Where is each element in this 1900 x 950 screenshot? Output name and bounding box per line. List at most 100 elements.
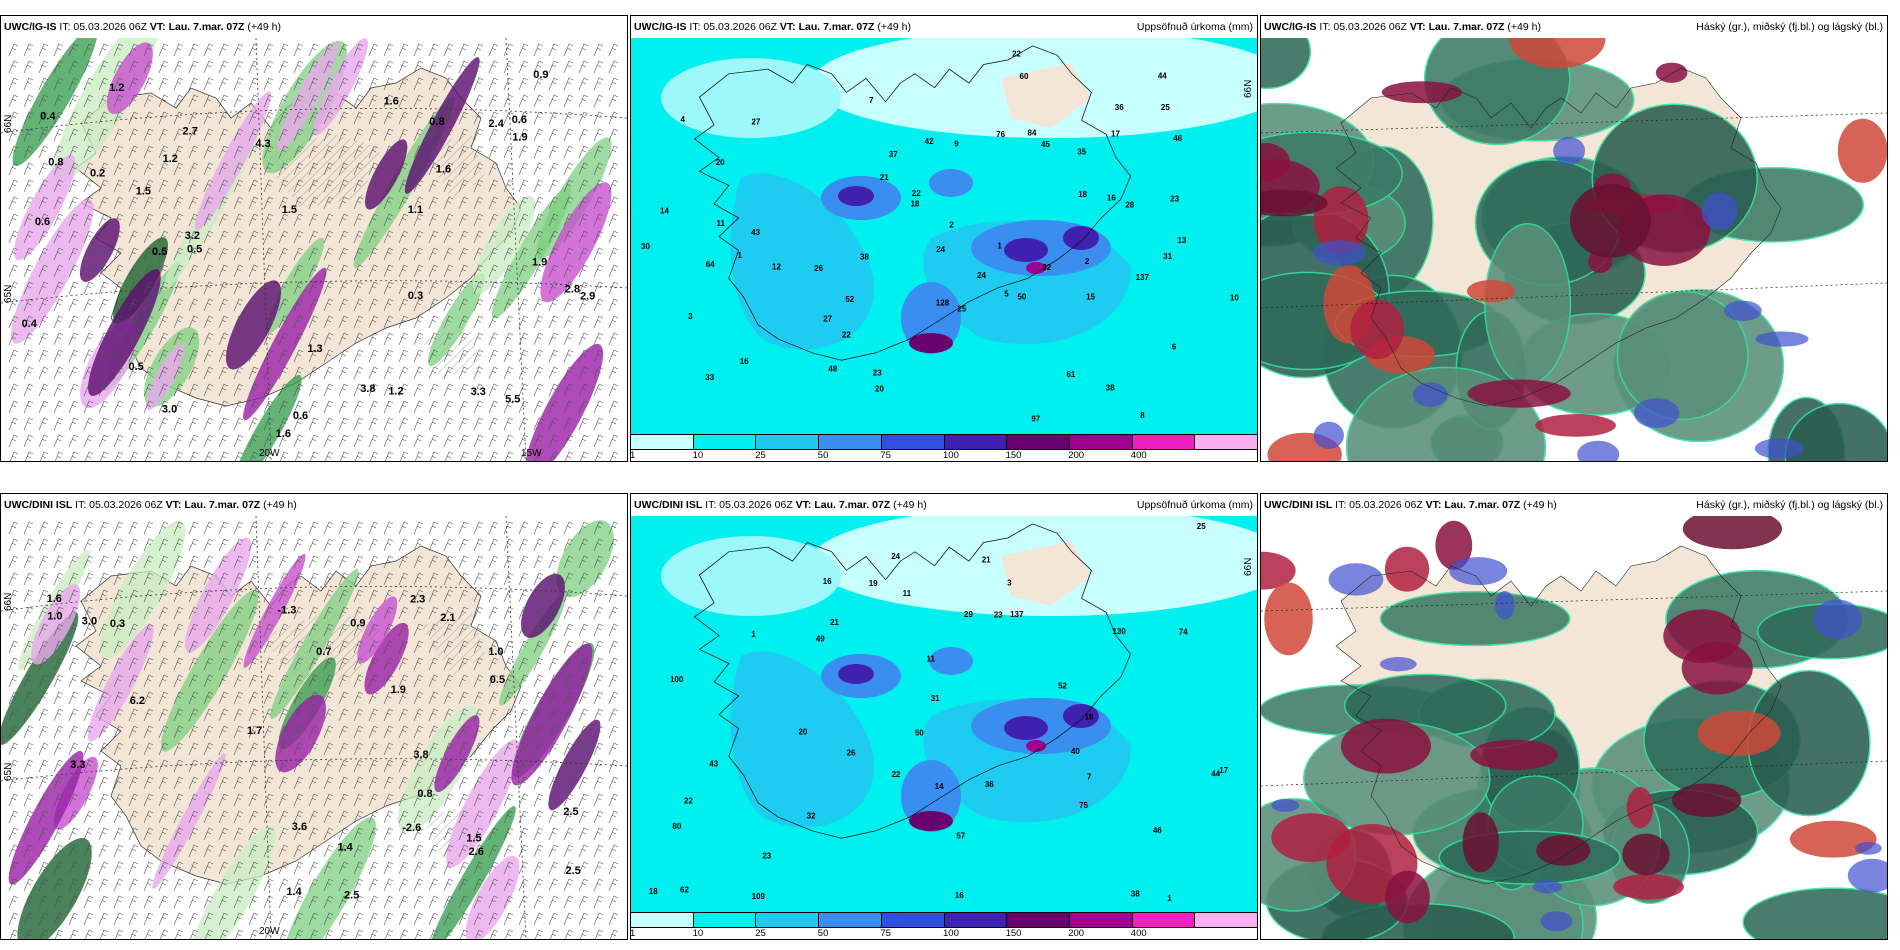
panel-ig-precip: UWC/IG-IS IT: 05.03.2026 06Z VT: Lau. 7.…: [630, 15, 1258, 462]
colorbar-swatch: [1069, 913, 1133, 927]
colorbar-tick-label: 200: [1068, 928, 1085, 939]
init-time: IT: 05.03.2026 06Z: [1319, 21, 1407, 33]
colorbar-tick-label: 1: [630, 450, 636, 461]
colorbar-swatch: [944, 435, 1008, 449]
field-title: Háský (gr.), miðský (fj.bl.) og lágský (…: [1696, 499, 1883, 511]
precip-value-label: 48: [828, 365, 837, 374]
precip-value-label: 19: [869, 579, 878, 588]
wind-value-label: 1.9: [512, 132, 527, 144]
wind-value-label: 2.5: [566, 865, 581, 877]
colorbar-tick-label: 400: [1130, 928, 1147, 939]
precip-value-label: 32: [807, 812, 816, 821]
precip-value-label: 23: [1170, 195, 1179, 204]
wind-value-label: 3.8: [413, 749, 428, 761]
colorbar-tick-label: 400: [1130, 450, 1147, 461]
wind-value-label: 2.9: [580, 290, 595, 302]
colorbar-swatch: [756, 913, 820, 927]
precip-value-label: 31: [931, 694, 940, 703]
wind-value-label: 1.9: [391, 684, 406, 696]
colorbar-tick-label: 100: [943, 928, 959, 939]
precip-value-label: 9: [954, 140, 959, 149]
precip-value-label: 42: [925, 137, 934, 146]
precip-map-svg: 66N1117161850263138201113254675212344745…: [631, 516, 1257, 912]
wind-value-label: 2.1: [440, 612, 455, 624]
colorbar-swatch: [1195, 435, 1257, 449]
wind-value-label: 0.8: [429, 116, 444, 128]
lead-time: (+49 h): [247, 21, 281, 33]
wind-value-label: 1.2: [388, 386, 403, 398]
lead-time: (+49 h): [1507, 21, 1541, 33]
colorbar-tick-label: 50: [817, 928, 829, 939]
precip-value-label: 20: [875, 385, 884, 394]
wind-value-label: 0.5: [128, 361, 143, 373]
precip-value-label: 4: [680, 115, 685, 124]
precip-colorbar: 1 10 25 50 75 100 150 200 400: [631, 912, 1257, 939]
precip-value-label: 24: [977, 271, 986, 280]
precip-value-label: 22: [842, 330, 851, 339]
precip-value-label: 21: [982, 556, 991, 565]
precip-value-label: 21: [880, 173, 889, 182]
wind-value-label: 0.8: [417, 788, 432, 800]
precip-value-label: 18: [1084, 713, 1093, 722]
wind-value-label: 2.7: [183, 126, 198, 138]
precip-value-label: 17: [1111, 130, 1120, 139]
colorbar-tick-label: 200: [1068, 450, 1085, 461]
wind-value-label: 0.3: [408, 290, 423, 302]
colorbar-swatch: [693, 913, 757, 927]
lat-label: 65N: [3, 763, 14, 781]
precip-value-label: 10: [1230, 294, 1239, 303]
wind-value-label: 2.5: [344, 889, 359, 901]
precip-value-label: 1: [751, 630, 756, 639]
precip-value-label: 44: [1211, 770, 1220, 779]
model-name: UWC/DINI ISL: [4, 499, 73, 511]
colorbar-tick-label: 10: [692, 928, 704, 939]
precip-value-label: 1: [737, 251, 742, 260]
wind-value-label: 0.6: [293, 410, 308, 422]
wind-value-label: 1.5: [282, 204, 297, 216]
wind-value-label: 4.3: [255, 138, 270, 150]
colorbar-swatch: [631, 913, 694, 927]
wind-value-label: 0.4: [22, 318, 38, 330]
wind-value-label: 1.9: [532, 256, 547, 268]
lat-label: 65N: [3, 285, 14, 303]
precip-value-label: 33: [705, 373, 714, 382]
precip-value-label: 25: [1197, 522, 1206, 531]
precip-value-label: 49: [816, 634, 825, 643]
panel-header: UWC/IG-IS IT: 05.03.2026 06Z VT: Lau. 7.…: [631, 16, 1257, 38]
wind-value-label: 3.0: [82, 615, 97, 627]
precip-value-label: 60: [1020, 72, 1029, 81]
precip-value-label: 17: [1219, 766, 1228, 775]
init-time: IT: 05.03.2026 06Z: [1335, 499, 1423, 511]
cloud-map: [1261, 38, 1887, 461]
lat-label: 66N: [1243, 558, 1254, 576]
lead-time: (+49 h): [877, 21, 911, 33]
lon-label: 20W: [259, 448, 280, 459]
model-name: UWC/DINI ISL: [634, 499, 703, 511]
precip-value-label: 32: [1042, 263, 1051, 272]
precip-value-label: 27: [823, 315, 832, 324]
precip-value-label: 43: [709, 760, 718, 769]
precip-value-label: 26: [814, 264, 823, 273]
field-title: Háský (gr.), miðský (fj.bl.) og lágský (…: [1696, 21, 1883, 33]
wind-value-label: 0.6: [512, 114, 527, 126]
wind-value-label: 0.5: [490, 674, 505, 686]
wind-map-svg: 66N 65N 20W 15W 0.8 1.2 1.1 0.6 2.4 1.6 0.3 0.5 0.6 2…: [1, 38, 627, 461]
precip-value-label: 27: [751, 117, 760, 126]
wind-value-label: 2.3: [410, 594, 425, 606]
wind-value-label: 1.6: [276, 428, 291, 440]
precip-value-label: 11: [927, 655, 936, 664]
wind-value-label: 0.6: [35, 216, 50, 228]
wind-value-label: 2.5: [563, 806, 578, 818]
precip-value-label: 97: [1031, 414, 1040, 423]
model-name: UWC/DINI ISL: [1264, 499, 1333, 511]
precip-value-label: 24: [936, 245, 945, 254]
precip-value-label: 75: [1079, 801, 1088, 810]
init-time: IT: 05.03.2026 06Z: [689, 21, 777, 33]
panel-dini-precip: UWC/DINI ISL IT: 05.03.2026 06Z VT: Lau.…: [630, 493, 1258, 940]
precip-value-label: 76: [996, 130, 1005, 139]
panel-header: UWC/DINI ISL IT: 05.03.2026 06Z VT: Lau.…: [1261, 494, 1887, 516]
lon-label: 15W: [521, 448, 542, 459]
colorbar-tick-label: 150: [1005, 928, 1022, 939]
valid-time: VT: Lau. 7.mar. 07Z: [165, 499, 261, 511]
wind-value-label: 0.2: [90, 168, 105, 180]
